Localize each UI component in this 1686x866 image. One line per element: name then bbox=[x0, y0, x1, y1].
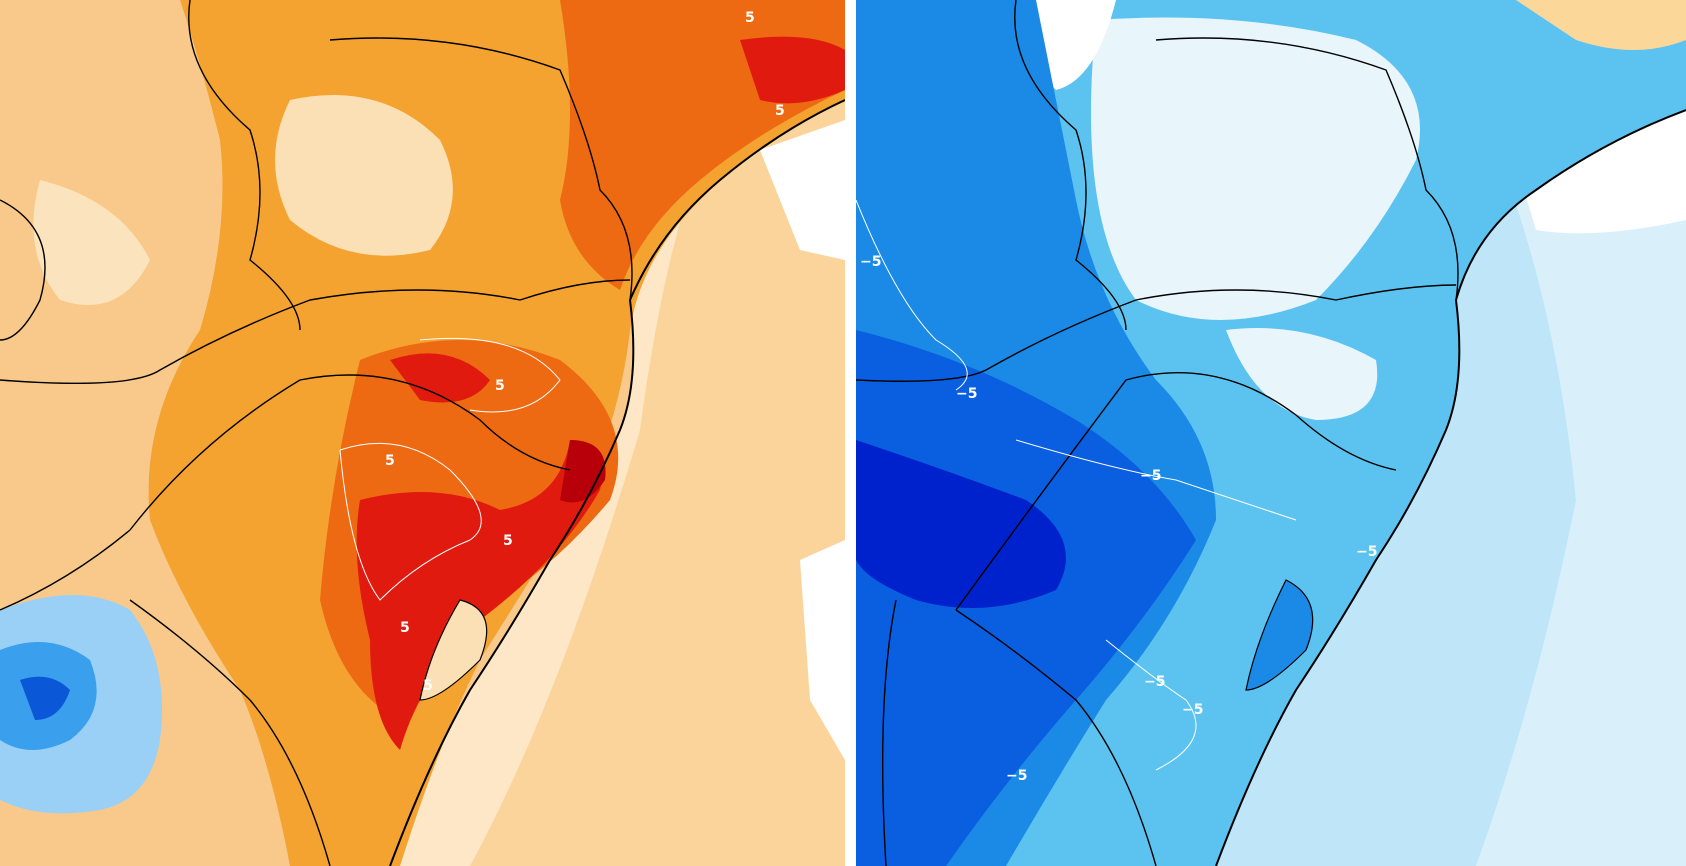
land-pale-patch bbox=[275, 95, 453, 256]
contour-label: 5 bbox=[385, 453, 395, 469]
ocean-anomaly-band bbox=[470, 0, 845, 866]
contour-label: −5 bbox=[1140, 468, 1161, 484]
coldest-core bbox=[856, 440, 1066, 608]
contour-label: −5 bbox=[860, 254, 881, 270]
contour-label: 5 bbox=[495, 378, 505, 394]
border-line-3 bbox=[955, 609, 1157, 866]
contour-line bbox=[1105, 639, 1197, 771]
hot-patch-1 bbox=[390, 353, 490, 403]
contour-label: −5 bbox=[1144, 674, 1165, 690]
land-white-patch bbox=[1033, 0, 1116, 90]
warm-patch bbox=[1516, 0, 1686, 50]
map-panel-left: 5 5 5 5 5 5 5 5 bbox=[0, 0, 845, 866]
border-line-2 bbox=[955, 371, 1397, 611]
lagoon bbox=[1245, 579, 1314, 691]
contour-line bbox=[1015, 439, 1297, 521]
contour-label: −5 bbox=[956, 386, 977, 402]
hot-patch-2 bbox=[356, 440, 602, 750]
border-line-4 bbox=[1014, 0, 1127, 331]
land-light-patch bbox=[1091, 17, 1420, 320]
border-line-3 bbox=[129, 599, 331, 866]
border-line-5 bbox=[1155, 37, 1459, 301]
coastline bbox=[389, 99, 845, 866]
anomaly-map-left: 5 5 5 5 5 5 5 5 bbox=[0, 0, 845, 866]
contour-line bbox=[856, 199, 968, 391]
cold-core bbox=[20, 676, 70, 720]
contour-label: 5 bbox=[503, 533, 513, 549]
contour-line bbox=[419, 337, 561, 413]
anomaly-map-right: −5 −5 −5 −5 −5 −5 −5 bbox=[856, 0, 1686, 866]
border-line-1 bbox=[0, 279, 631, 385]
hot-patch-3 bbox=[740, 36, 845, 104]
land-light-patch-2 bbox=[1226, 328, 1378, 420]
ocean-white-patch-2 bbox=[800, 540, 845, 760]
border-line-5 bbox=[329, 37, 633, 301]
border-line-6 bbox=[0, 199, 46, 341]
contour-label: 5 bbox=[423, 678, 433, 694]
ocean-white-patch bbox=[760, 120, 845, 260]
panel-divider bbox=[845, 0, 856, 866]
contour-label: −5 bbox=[1006, 768, 1027, 784]
contour-label: 5 bbox=[400, 620, 410, 636]
contour-label: −5 bbox=[1182, 702, 1203, 718]
land-pale-patch-2 bbox=[33, 180, 151, 305]
contour-label: 5 bbox=[775, 103, 785, 119]
contour-label: −5 bbox=[1356, 544, 1377, 560]
contour-line bbox=[339, 442, 482, 601]
border-line-4 bbox=[188, 0, 301, 331]
contour-label: 5 bbox=[745, 10, 755, 26]
ocean-light-band bbox=[1476, 127, 1686, 866]
border-line-6 bbox=[881, 599, 897, 866]
map-panel-right: −5 −5 −5 −5 −5 −5 −5 bbox=[856, 0, 1686, 866]
coastline bbox=[1215, 109, 1686, 866]
border-line-2 bbox=[0, 374, 571, 611]
lagoon bbox=[419, 599, 488, 701]
